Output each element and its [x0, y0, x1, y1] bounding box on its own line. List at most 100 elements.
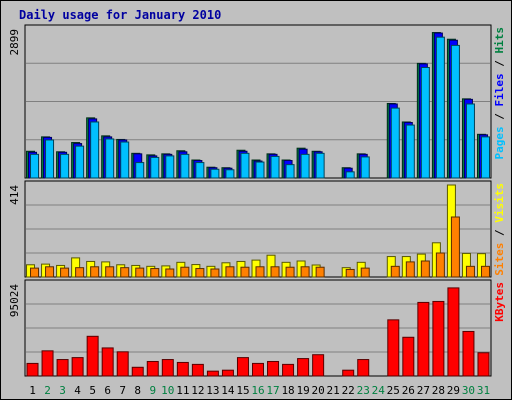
series-legend: KBytes [493, 282, 506, 322]
legend-entry: Sites [493, 243, 506, 276]
bar-sites-day-18 [285, 266, 295, 278]
x-tick-label: 6 [104, 384, 111, 397]
bar-pages-day-29 [450, 44, 460, 179]
bar-sites-day-30 [465, 265, 475, 278]
bar-pages-day-1 [30, 153, 40, 179]
y-axis-max-label: 95024 [8, 284, 21, 317]
x-tick-label: 8 [134, 384, 141, 397]
bar-pages-day-4 [75, 145, 85, 179]
bar-sites-day-20 [315, 266, 325, 278]
bar-pages-day-16 [255, 161, 265, 179]
bar-kbytes-day-12 [191, 363, 204, 377]
x-tick-label: 28 [432, 384, 445, 397]
x-tick-label: 20 [312, 384, 325, 397]
bar-sites-day-5 [90, 266, 100, 278]
bar-kbytes-day-10 [161, 359, 174, 377]
bar-kbytes-day-26 [402, 336, 415, 377]
bar-kbytes-day-9 [146, 360, 159, 377]
panel-kbytes: 95024 KBytes [8, 279, 506, 377]
x-tick-label: 1 [29, 384, 36, 397]
legend-entry: Visits [493, 183, 506, 223]
bar-sites-day-3 [60, 267, 70, 278]
bar-kbytes-day-25 [387, 319, 400, 377]
chart-panels: 2899 Pages / Files / Hits 414 Sites / Visit… [8, 24, 506, 377]
bar-pages-day-13 [210, 168, 220, 179]
bar-sites-day-6 [105, 266, 115, 278]
bar-sites-day-15 [240, 266, 250, 278]
bar-kbytes-day-22 [342, 369, 355, 377]
bar-sites-day-9 [150, 268, 160, 278]
bar-pages-day-5 [90, 121, 100, 179]
y-axis-max-label: 2899 [8, 29, 21, 56]
bar-sites-day-14 [225, 266, 235, 278]
x-tick-label: 26 [402, 384, 415, 397]
x-tick-label: 25 [387, 384, 400, 397]
panel-hits-files-pages: 2899 Pages / Files / Hits [8, 24, 506, 179]
bar-pages-day-19 [300, 153, 310, 179]
bar-sites-day-23 [360, 267, 370, 278]
bar-kbytes-day-16 [252, 362, 264, 377]
bar-pages-day-17 [270, 155, 280, 179]
bar-sites-day-7 [120, 267, 130, 278]
x-axis-labels: 1 2 3 4 5 6 7 8 9 10 11 12 13 14 15 16 17 18 19 20 21 22 23 24 2… [29, 384, 490, 397]
bar-sites-day-26 [405, 261, 415, 278]
bar-pages-day-2 [45, 139, 55, 179]
bar-sites-day-22 [345, 268, 355, 278]
bar-sites-day-4 [75, 267, 85, 278]
bar-kbytes-day-3 [56, 359, 69, 377]
bar-sites-day-16 [255, 266, 265, 278]
bar-kbytes-day-11 [176, 361, 189, 377]
legend-entry: / [493, 223, 506, 243]
bar-sites-day-1 [30, 267, 40, 278]
bar-pages-day-22 [345, 171, 355, 179]
bar-sites-day-27 [420, 260, 430, 278]
bar-sites-day-31 [480, 265, 490, 278]
bar-kbytes-day-31 [477, 352, 490, 377]
bar-sites-day-13 [210, 268, 220, 278]
x-tick-label: 22 [342, 384, 355, 397]
bar-sites-day-10 [165, 268, 175, 278]
bar-sites-day-29 [450, 216, 460, 278]
bar-kbytes-day-4 [71, 357, 84, 377]
x-tick-label: 15 [236, 384, 249, 397]
bar-sites-day-2 [45, 266, 55, 278]
bar-pages-day-23 [360, 156, 370, 179]
x-tick-label: 21 [327, 384, 340, 397]
bar-kbytes-day-29 [447, 287, 460, 377]
x-tick-label: 11 [176, 384, 189, 397]
bar-kbytes-day-28 [432, 300, 445, 377]
bar-pages-day-25 [390, 107, 400, 179]
bar-sites-day-12 [195, 268, 205, 278]
bar-pages-day-10 [165, 155, 175, 179]
bar-pages-day-26 [405, 124, 415, 179]
bar-pages-day-9 [150, 156, 160, 179]
bar-pages-day-12 [195, 162, 205, 179]
bar-kbytes-day-5 [86, 335, 99, 377]
legend-entry: Hits [493, 27, 506, 54]
bar-kbytes-day-6 [101, 347, 114, 377]
x-tick-label: 27 [417, 384, 430, 397]
legend-entry: Pages [493, 126, 506, 159]
series-legend: Sites / Visits [493, 183, 506, 276]
x-tick-label: 24 [372, 384, 386, 397]
bar-sites-day-8 [135, 267, 145, 278]
bar-kbytes-day-19 [297, 358, 310, 377]
bar-pages-day-6 [105, 138, 115, 179]
x-tick-label: 14 [221, 384, 235, 397]
bar-pages-day-27 [420, 66, 430, 179]
bar-kbytes-day-8 [131, 366, 144, 377]
bar-kbytes-day-17 [267, 360, 280, 377]
legend-entry: Files [493, 73, 506, 106]
x-tick-label: 12 [191, 384, 204, 397]
x-tick-label: 30 [462, 384, 475, 397]
bar-kbytes-day-27 [417, 301, 430, 377]
bar-pages-day-28 [435, 36, 445, 179]
x-tick-label: 23 [357, 384, 370, 397]
series-legend: Pages / Files / Hits [493, 27, 506, 160]
x-tick-label: 31 [477, 384, 490, 397]
x-tick-label: 7 [119, 384, 126, 397]
y-axis-max-label: 414 [8, 185, 21, 205]
bar-kbytes-day-23 [357, 359, 370, 377]
bar-kbytes-day-18 [282, 363, 295, 377]
bar-sites-day-11 [180, 266, 190, 278]
